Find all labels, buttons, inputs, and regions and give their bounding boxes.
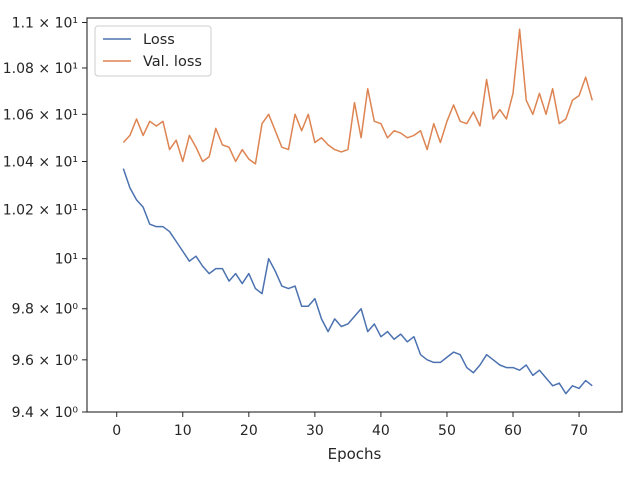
x-tick-label: 30 <box>306 423 324 439</box>
x-tick-label: 60 <box>504 423 522 439</box>
x-tick-label: 70 <box>570 423 588 439</box>
y-axis: 9.4 × 10⁰ 9.6 × 10⁰ 9.8 × 10⁰ 10¹ 1.02 × 10¹… <box>3 16 87 421</box>
y-tick-label: 1.04 × 10¹ <box>3 154 78 170</box>
x-axis-label: Epochs <box>328 445 382 463</box>
y-tick-label: 9.6 × 10⁰ <box>12 353 79 369</box>
y-tick-label: 9.4 × 10⁰ <box>12 405 79 421</box>
y-tick-label: 1.1 × 10¹ <box>12 16 78 32</box>
axes-frame <box>86 17 623 413</box>
x-tick-label: 10 <box>174 423 192 439</box>
plot-area <box>122 28 594 395</box>
y-tick-label: 10¹ <box>55 252 78 268</box>
x-tick-label: 40 <box>372 423 390 439</box>
loss-line <box>122 168 593 395</box>
y-tick-label: 1.02 × 10¹ <box>3 203 78 219</box>
x-tick-label: 0 <box>112 423 121 439</box>
x-tick-label: 20 <box>240 423 258 439</box>
x-axis: 0 10 20 30 40 50 60 70 <box>112 412 588 439</box>
legend: Loss Val. loss <box>94 25 212 77</box>
y-tick-label: 1.06 × 10¹ <box>3 107 78 123</box>
y-tick-label: 9.8 × 10⁰ <box>12 302 79 318</box>
y-tick-label: 1.08 × 10¹ <box>3 61 78 77</box>
legend-label-loss: Loss <box>143 32 175 48</box>
x-tick-label: 50 <box>438 423 456 439</box>
val-loss-line <box>122 28 594 165</box>
legend-label-val-loss: Val. loss <box>143 54 202 70</box>
